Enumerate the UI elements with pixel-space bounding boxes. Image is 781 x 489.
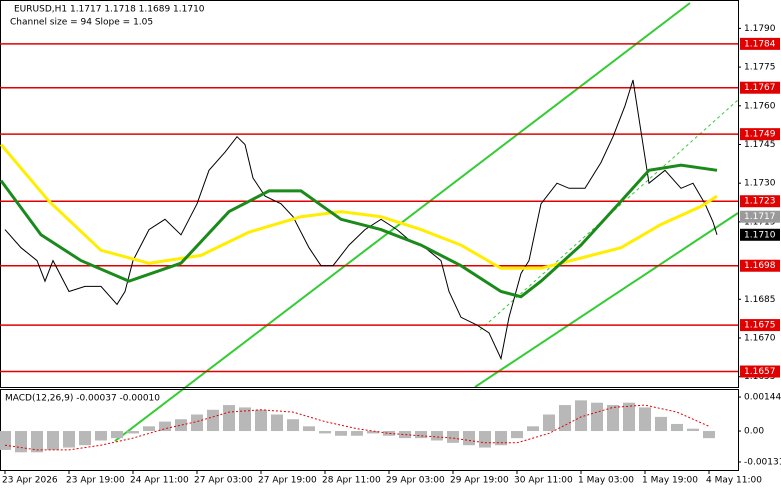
- macd-bar: [559, 405, 571, 432]
- y-tick-label: 0.00: [744, 427, 764, 437]
- channel-middle: [479, 99, 739, 331]
- level-label-box: [740, 365, 780, 378]
- macd-bar: [623, 402, 635, 432]
- macd-bar: [0, 431, 11, 450]
- main-frame: [0, 0, 739, 388]
- macd-bar: [655, 416, 667, 432]
- macd-bar: [687, 428, 699, 432]
- x-tick-label: 27 Apr 19:00: [258, 476, 317, 486]
- macd-bar: [431, 431, 443, 441]
- macd-bar: [271, 414, 283, 432]
- level-label: 1.1657: [744, 367, 776, 377]
- y-tick-label: 1.1760: [744, 101, 776, 111]
- macd-bar: [415, 431, 427, 439]
- y-tick-label: 0.00144: [744, 393, 781, 403]
- y-tick-label: 1.1670: [744, 333, 776, 343]
- macd-bar: [63, 431, 75, 448]
- macd-bar: [463, 431, 475, 446]
- price-marker: 1.1710: [744, 230, 776, 240]
- x-tick-label: 28 Apr 11:00: [322, 476, 381, 486]
- y-tick-label: 1.1685: [744, 295, 776, 305]
- macd-bar: [639, 407, 651, 432]
- level-label-box: [740, 37, 780, 50]
- y-tick-label: -0.00131: [744, 457, 781, 467]
- macd-bar: [671, 423, 683, 432]
- macd-bar: [399, 431, 411, 439]
- macd-bar: [79, 431, 91, 446]
- macd-bar: [607, 405, 619, 432]
- macd-bar: [495, 431, 507, 446]
- macd-bar: [511, 431, 523, 439]
- x-tick-label: 29 Apr 19:00: [450, 476, 509, 486]
- bid-marker: 1.1717: [744, 212, 776, 222]
- macd-bar: [175, 419, 187, 432]
- level-label: 1.1749: [744, 130, 776, 140]
- macd-bar: [367, 431, 379, 434]
- bid-marker-box: [740, 210, 780, 223]
- macd-bar: [15, 431, 27, 453]
- macd-bar: [591, 402, 603, 432]
- macd-bar: [479, 431, 491, 448]
- macd-bar: [351, 431, 363, 436]
- macd-bar: [207, 409, 219, 432]
- level-label-box: [740, 259, 780, 272]
- macd-bar: [31, 431, 43, 453]
- macd-bar: [127, 431, 139, 434]
- macd-bar: [143, 426, 155, 432]
- x-tick-label: 1 May 19:00: [642, 476, 698, 486]
- x-tick-label: 4 May 11:00: [706, 476, 762, 486]
- macd-bar: [111, 431, 123, 439]
- macd-frame: [0, 389, 739, 471]
- y-tick-label: 1.1745: [744, 140, 776, 150]
- level-label: 1.1723: [744, 197, 776, 207]
- macd-bar: [47, 431, 59, 450]
- macd-title: MACD(12,26,9) -0.00037 -0.00010: [5, 394, 160, 404]
- channel-upper: [114, 2, 691, 442]
- macd-bar: [383, 431, 395, 436]
- macd-bar: [575, 400, 587, 432]
- level-label: 1.1698: [744, 261, 776, 271]
- macd-bar: [335, 431, 347, 436]
- macd-bar: [255, 409, 267, 432]
- x-tick-label: 27 Apr 03:00: [194, 476, 253, 486]
- x-tick-label: 1 May 03:00: [578, 476, 634, 486]
- level-label: 1.1784: [744, 39, 776, 49]
- macd-bar: [703, 431, 715, 439]
- chart-title: EURUSD,H1 1.1717 1.1718 1.1689 1.1710: [14, 5, 205, 15]
- y-tick-label: 1.1790: [744, 24, 776, 34]
- macd-bar: [303, 426, 315, 432]
- signal-line: [4, 404, 710, 451]
- macd-bar: [319, 431, 331, 434]
- macd-bar: [287, 419, 299, 432]
- channel-lower: [474, 212, 739, 388]
- y-tick-label: 1.1730: [744, 179, 776, 189]
- chart-subtitle: Channel size = 94 Slope = 1.05: [10, 18, 153, 28]
- x-tick-label: 30 Apr 11:00: [514, 476, 573, 486]
- level-label-box: [740, 319, 780, 332]
- price-line: [0, 143, 718, 270]
- level-label: 1.1675: [744, 321, 776, 331]
- price-marker-box: [740, 228, 780, 241]
- x-tick-label: 29 Apr 03:00: [386, 476, 445, 486]
- macd-bar: [191, 414, 203, 432]
- macd-bar: [527, 426, 539, 432]
- level-label-box: [740, 195, 780, 208]
- macd-bar: [95, 431, 107, 441]
- macd-bar: [159, 421, 171, 432]
- x-tick-label: 23 Apr 2026: [2, 476, 58, 486]
- macd-bar: [223, 405, 235, 432]
- level-label-box: [740, 128, 780, 141]
- price-line: [0, 163, 718, 299]
- y-tick-label: 1.1775: [744, 63, 776, 73]
- macd-bar: [447, 431, 459, 443]
- x-tick-label: 24 Apr 11:00: [130, 476, 189, 486]
- x-tick-label: 23 Apr 19:00: [66, 476, 125, 486]
- level-label: 1.1767: [744, 83, 776, 93]
- macd-bar: [239, 407, 251, 432]
- level-label-box: [740, 81, 780, 94]
- macd-bar: [543, 414, 555, 432]
